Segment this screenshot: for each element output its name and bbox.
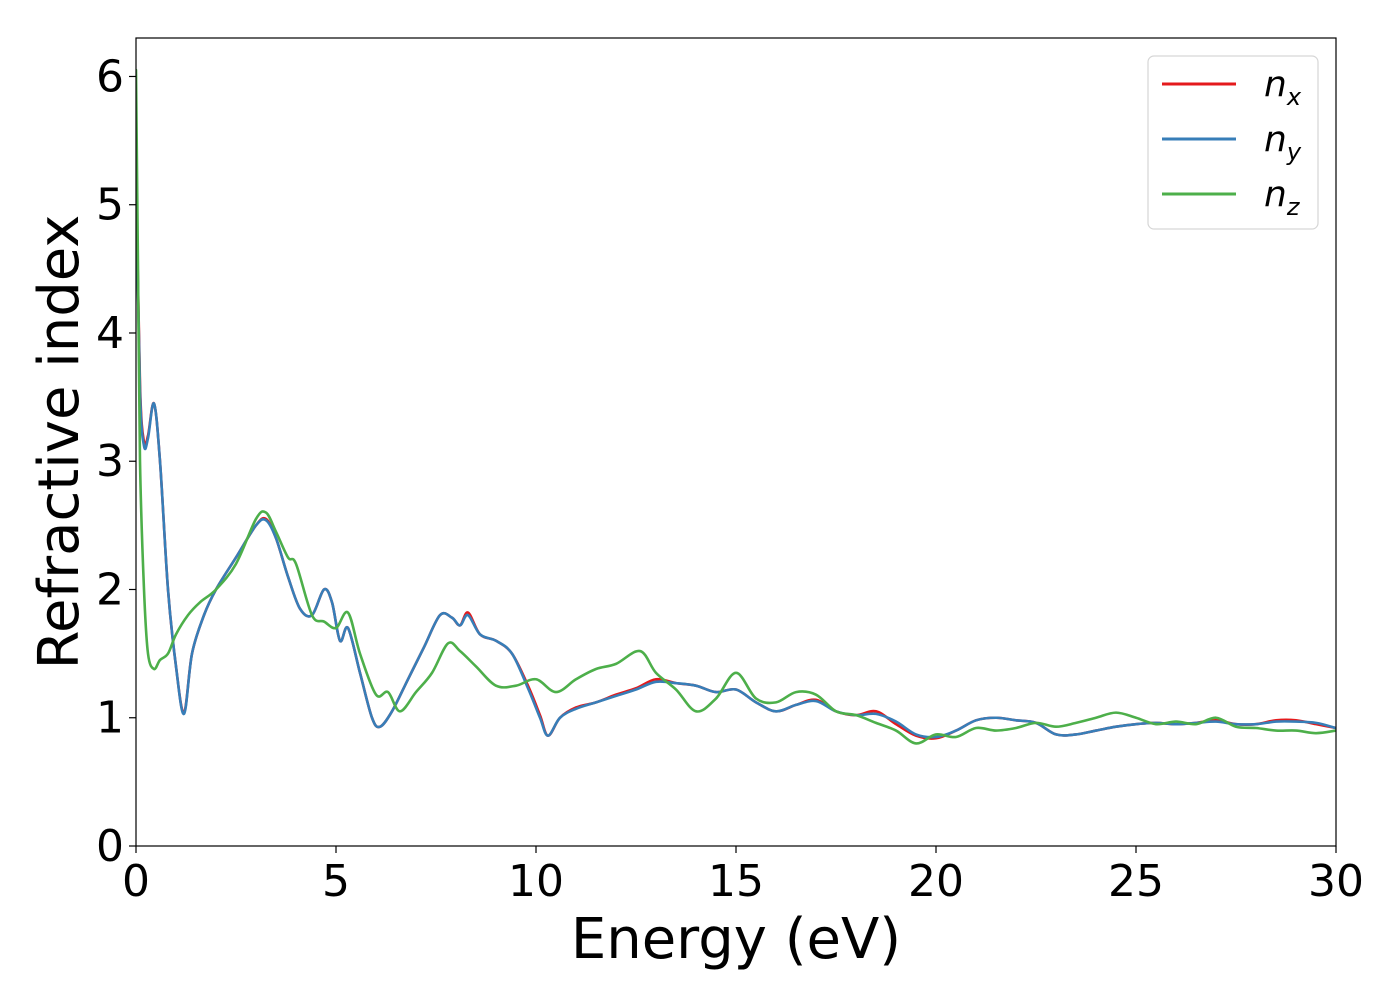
x-axis: 0 5 10 15 20 25 30 xyxy=(122,846,1364,907)
legend-label-ny: ny xyxy=(1264,119,1302,166)
x-axis-label: Energy (eV) xyxy=(571,907,901,972)
x-tick-label: 0 xyxy=(122,856,150,907)
y-tick-label: 3 xyxy=(96,436,124,487)
series-line-ny xyxy=(136,171,1336,739)
legend-label-base: n xyxy=(1264,64,1287,105)
x-tick-label: 20 xyxy=(908,856,964,907)
series-line-nz xyxy=(136,68,1336,745)
series-line-nx xyxy=(136,164,1336,740)
x-tick-label: 15 xyxy=(708,856,764,907)
y-axis: 0 1 2 3 4 5 6 xyxy=(96,51,136,872)
legend-label-subscript: y xyxy=(1286,138,1302,166)
y-tick-label: 6 xyxy=(96,51,124,102)
y-tick-label: 0 xyxy=(96,821,124,872)
legend-label-base: n xyxy=(1264,174,1287,215)
legend-label-subscript: z xyxy=(1286,193,1301,221)
x-tick-label: 5 xyxy=(322,856,350,907)
legend-label-nz: nz xyxy=(1264,174,1301,221)
x-tick-label: 25 xyxy=(1108,856,1164,907)
legend-label-base: n xyxy=(1264,119,1287,160)
y-tick-label: 2 xyxy=(96,564,124,615)
legend-label-subscript: x xyxy=(1286,83,1302,111)
y-tick-label: 5 xyxy=(96,180,124,231)
legend-box xyxy=(1147,55,1319,230)
legend-label-nx: nx xyxy=(1264,64,1302,111)
x-tick-label: 10 xyxy=(508,856,564,907)
series-layer xyxy=(136,68,1336,745)
y-axis-label: Refractive index xyxy=(27,215,92,670)
x-tick-label: 30 xyxy=(1308,856,1364,907)
y-tick-label: 1 xyxy=(96,693,124,744)
y-tick-label: 4 xyxy=(96,308,124,359)
